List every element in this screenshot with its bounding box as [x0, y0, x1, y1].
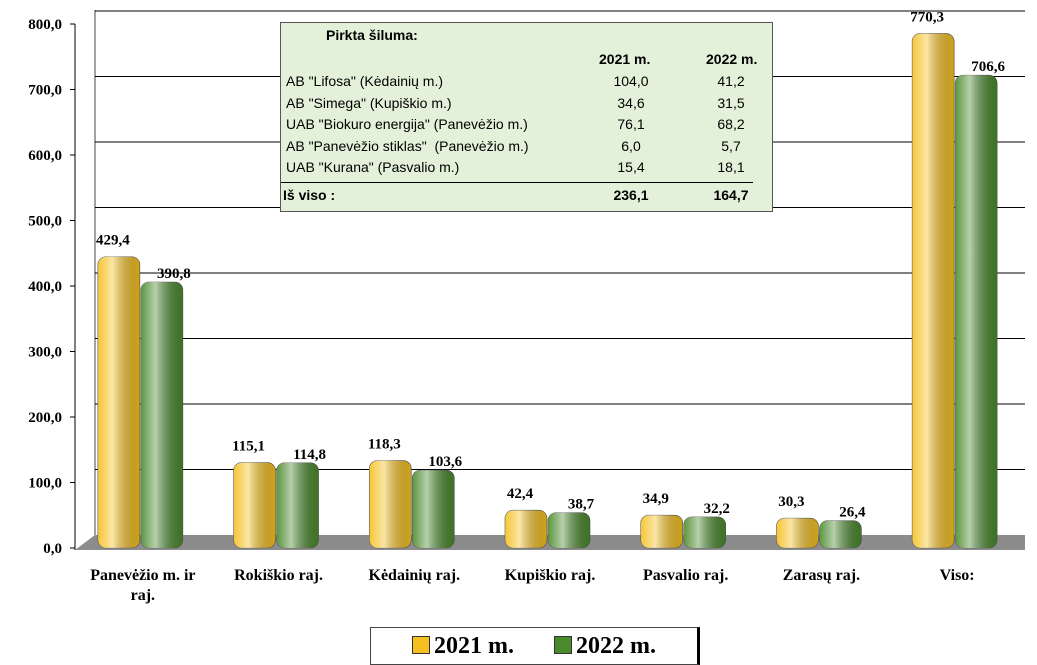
table-title: Pirkta šiluma: — [326, 27, 418, 43]
data-label: 30,3 — [778, 494, 804, 510]
data-label: 390,8 — [157, 266, 191, 282]
bar — [547, 512, 591, 549]
x-tick-label: Kėdainių raj. — [368, 567, 461, 584]
bar — [776, 517, 819, 549]
table-cell: 6,0 — [621, 137, 641, 154]
y-tick-label: 200,0 — [28, 410, 62, 426]
bar — [411, 469, 455, 549]
y-tick-label: 400,0 — [28, 279, 62, 295]
table-cell: AB "Simega" (Kupiškio m.) — [286, 94, 452, 111]
embedded-table: Pirkta šiluma: 2021 m. 2022 m. AB "Lifosa" … — [280, 22, 773, 212]
table-total: Iš viso : — [283, 187, 336, 203]
data-label: 38,7 — [568, 497, 595, 513]
bar — [640, 514, 684, 549]
data-label: 429,4 — [96, 233, 130, 249]
x-tick-label: Kupiškio raj. — [504, 567, 596, 584]
table-cell: UAB "Biokuro energija" (Panevėžio m.) — [286, 116, 528, 132]
bar — [368, 460, 412, 549]
data-label: 114,8 — [293, 447, 326, 463]
data-label: 32,2 — [704, 501, 730, 517]
data-label: 706,6 — [971, 59, 1005, 75]
y-tick-label: 800,0 — [28, 17, 62, 33]
legend-label: 2021 m. — [434, 632, 514, 659]
table-cell: 104,0 — [613, 73, 649, 89]
data-label: 26,4 — [839, 505, 866, 521]
table-total: 236,1 — [613, 187, 649, 203]
y-tick-label: 600,0 — [28, 148, 62, 164]
x-tick-label: Panevėžio m. ir raj. — [90, 567, 196, 604]
table-rule — [281, 182, 753, 183]
data-label: 103,6 — [428, 454, 462, 470]
bar — [97, 256, 141, 549]
bar — [819, 520, 862, 549]
data-label: 34,9 — [643, 491, 669, 507]
y-tick-label: 0,0 — [43, 541, 62, 557]
y-tick-label: 700,0 — [28, 83, 62, 99]
x-tick-label: Zarasų raj. — [782, 567, 861, 584]
table-column-header: 2021 m. — [599, 51, 651, 67]
data-label: 115,1 — [232, 439, 265, 455]
legend: 2021 m. 2022 m. — [370, 627, 700, 665]
y-tick-label: 100,0 — [28, 476, 62, 492]
data-label: 42,4 — [507, 486, 534, 502]
data-label: 118,3 — [368, 437, 401, 453]
table-cell: 5,7 — [721, 137, 741, 154]
table-cell: 68,2 — [717, 116, 745, 132]
y-tick-label: 300,0 — [28, 345, 62, 361]
table-cell: 34,6 — [617, 94, 645, 111]
x-tick-label: Pasvalio raj. — [643, 567, 729, 584]
legend-swatch — [554, 635, 572, 654]
bar — [911, 33, 955, 549]
bar — [683, 516, 727, 549]
y-tick-label: 500,0 — [28, 214, 62, 230]
bar — [504, 509, 548, 549]
table-cell: 15,4 — [617, 159, 645, 175]
bar — [954, 74, 998, 549]
table-cell: AB "Lifosa" (Kėdainių m.) — [286, 73, 444, 89]
table-cell: UAB "Kurana" (Pasvalio m.) — [286, 159, 460, 175]
legend-item: 2022 m. — [554, 633, 656, 660]
bar — [140, 281, 184, 549]
table-cell: 18,1 — [717, 159, 745, 175]
table-cell: 41,2 — [717, 73, 745, 89]
table-total: 164,7 — [713, 187, 749, 203]
table-cell: 31,5 — [717, 94, 745, 111]
bar — [276, 462, 319, 549]
legend-label: 2022 m. — [576, 632, 656, 659]
legend-item: 2021 m. — [412, 633, 514, 660]
x-tick-label: Rokiškio raj. — [234, 567, 324, 584]
table-column-header: 2022 m. — [706, 51, 758, 67]
bar — [233, 462, 276, 549]
legend-swatch — [412, 635, 430, 654]
x-tick-label: Viso: — [939, 567, 975, 584]
table-cell: 76,1 — [617, 116, 645, 132]
data-label: 770,3 — [910, 9, 944, 25]
table-cell: AB "Panevėžio stiklas" (Panevėžio m.) — [286, 137, 529, 154]
